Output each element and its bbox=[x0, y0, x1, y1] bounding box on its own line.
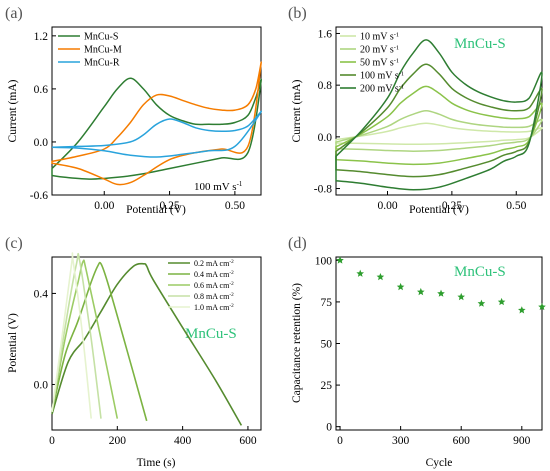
x-axis-label-d: Cycle bbox=[426, 457, 453, 469]
panel-title-d: MnCu-S bbox=[454, 264, 506, 280]
y-tick-label-d-0: 0 bbox=[326, 422, 332, 434]
y-tick-label-d-1: 25 bbox=[321, 380, 333, 392]
y-tick-label-a-1: 0.0 bbox=[34, 137, 49, 149]
panel-label-b: (b) bbox=[288, 5, 307, 22]
series-line-c-2 bbox=[51, 259, 119, 419]
data-point-d-2 bbox=[376, 273, 385, 281]
y-tick-label-d-2: 50 bbox=[321, 339, 333, 351]
series-line-a-0 bbox=[51, 77, 262, 180]
legend-label-c-1: 0.4 mA cm-2 bbox=[194, 270, 234, 279]
y-tick-label-d-4: 100 bbox=[315, 255, 333, 267]
panel-title-c: MnCu-S bbox=[185, 326, 237, 342]
x-tick-label-a-2: 0.50 bbox=[225, 200, 245, 212]
x-tick-label-b-1: 0.25 bbox=[442, 200, 462, 212]
legend-label-a-2: MnCu-R bbox=[84, 58, 120, 69]
data-point-d-0 bbox=[336, 256, 344, 264]
legend-label-c-4: 1.0 mA cm-2 bbox=[194, 303, 234, 312]
legend-label-b-4: 200 mV s-1 bbox=[360, 83, 404, 95]
legend-label-c-0: 0.2 mA cm-2 bbox=[194, 259, 234, 268]
plot-frame-b bbox=[335, 26, 543, 196]
x-tick-label-d-1: 300 bbox=[392, 435, 410, 447]
legend-label-a-0: MnCu-S bbox=[84, 32, 118, 43]
x-axis-label-b: Potential (V) bbox=[409, 204, 469, 216]
legend-label-c-3: 0.8 mA cm-2 bbox=[194, 292, 234, 301]
x-tick-label-d-2: 600 bbox=[453, 435, 471, 447]
data-point-d-4 bbox=[417, 287, 425, 296]
y-axis-label-a: Current (mA) bbox=[7, 79, 19, 142]
y-tick-label-b-3: 1.6 bbox=[318, 28, 333, 40]
y-tick-label-b-1: 0.0 bbox=[318, 132, 333, 144]
panel-label-a: (a) bbox=[5, 5, 23, 22]
y-tick-label-c-1: 0.4 bbox=[34, 288, 49, 300]
legend-label-a-1: MnCu-M bbox=[84, 45, 122, 56]
series-line-b-1 bbox=[335, 109, 543, 152]
y-axis-label-d: Capacitance retention (%) bbox=[291, 283, 303, 403]
y-tick-label-a-3: 1.2 bbox=[34, 31, 49, 43]
scan-rate-annotation: 100 mV s-1 bbox=[194, 180, 243, 193]
y-tick-label-c-0: 0.0 bbox=[34, 379, 49, 391]
x-tick-label-c-3: 600 bbox=[239, 435, 257, 447]
panel-label-c: (c) bbox=[5, 235, 23, 252]
panel-title-b: MnCu-S bbox=[454, 36, 506, 52]
legend-label-c-2: 0.6 mA cm-2 bbox=[194, 281, 234, 290]
x-axis-label-c: Time (s) bbox=[137, 457, 176, 469]
series-line-a-1 bbox=[51, 61, 262, 186]
data-point-d-10 bbox=[538, 302, 546, 311]
legend-label-b-2: 50 mV s-1 bbox=[360, 57, 399, 69]
data-point-d-9 bbox=[518, 306, 526, 314]
plot-frame-d bbox=[335, 256, 543, 431]
x-tick-label-d-0: 0 bbox=[337, 435, 343, 447]
data-point-d-6 bbox=[457, 292, 465, 301]
x-tick-label-b-2: 0.50 bbox=[506, 200, 526, 212]
data-point-d-3 bbox=[396, 282, 405, 291]
x-tick-label-a-1: 0.25 bbox=[160, 200, 180, 212]
series-line-b-2 bbox=[335, 85, 543, 166]
data-point-d-8 bbox=[497, 297, 506, 306]
legend-label-b-0: 10 mV s-1 bbox=[360, 31, 399, 43]
x-tick-label-b-0: 0.00 bbox=[377, 200, 397, 212]
x-tick-label-d-3: 900 bbox=[513, 435, 531, 447]
series-line-b-4 bbox=[335, 39, 543, 191]
x-tick-label-c-2: 400 bbox=[174, 435, 192, 447]
series-line-c-1 bbox=[51, 261, 148, 422]
x-tick-label-a-0: 0.00 bbox=[94, 200, 114, 212]
panel-label-d: (d) bbox=[288, 235, 307, 252]
y-tick-label-b-0: -0.8 bbox=[314, 184, 332, 196]
data-point-d-7 bbox=[477, 299, 486, 307]
y-axis-label-b: Current (mA) bbox=[291, 79, 303, 142]
plot-frame-c bbox=[51, 256, 262, 431]
series-line-a-2 bbox=[51, 110, 262, 158]
x-axis-label-a: Potential (V) bbox=[126, 204, 186, 216]
legend-label-b-1: 20 mV s-1 bbox=[360, 44, 399, 56]
y-tick-label-a-0: -0.6 bbox=[30, 190, 48, 202]
x-tick-label-c-1: 200 bbox=[109, 435, 127, 447]
legend-label-b-3: 100 mV s-1 bbox=[360, 70, 404, 82]
data-point-d-1 bbox=[356, 269, 364, 277]
data-point-d-5 bbox=[437, 289, 445, 297]
y-tick-label-a-2: 0.6 bbox=[34, 84, 49, 96]
series-line-b-0 bbox=[335, 122, 543, 146]
y-tick-label-d-3: 75 bbox=[321, 297, 333, 309]
y-tick-label-b-2: 0.8 bbox=[318, 80, 333, 92]
y-axis-label-c: Potential (V) bbox=[7, 313, 19, 373]
x-tick-label-c-0: 0 bbox=[49, 435, 55, 447]
series-line-b-3 bbox=[335, 63, 543, 178]
series-line-c-4 bbox=[51, 252, 92, 419]
series-line-c-3 bbox=[51, 253, 102, 419]
